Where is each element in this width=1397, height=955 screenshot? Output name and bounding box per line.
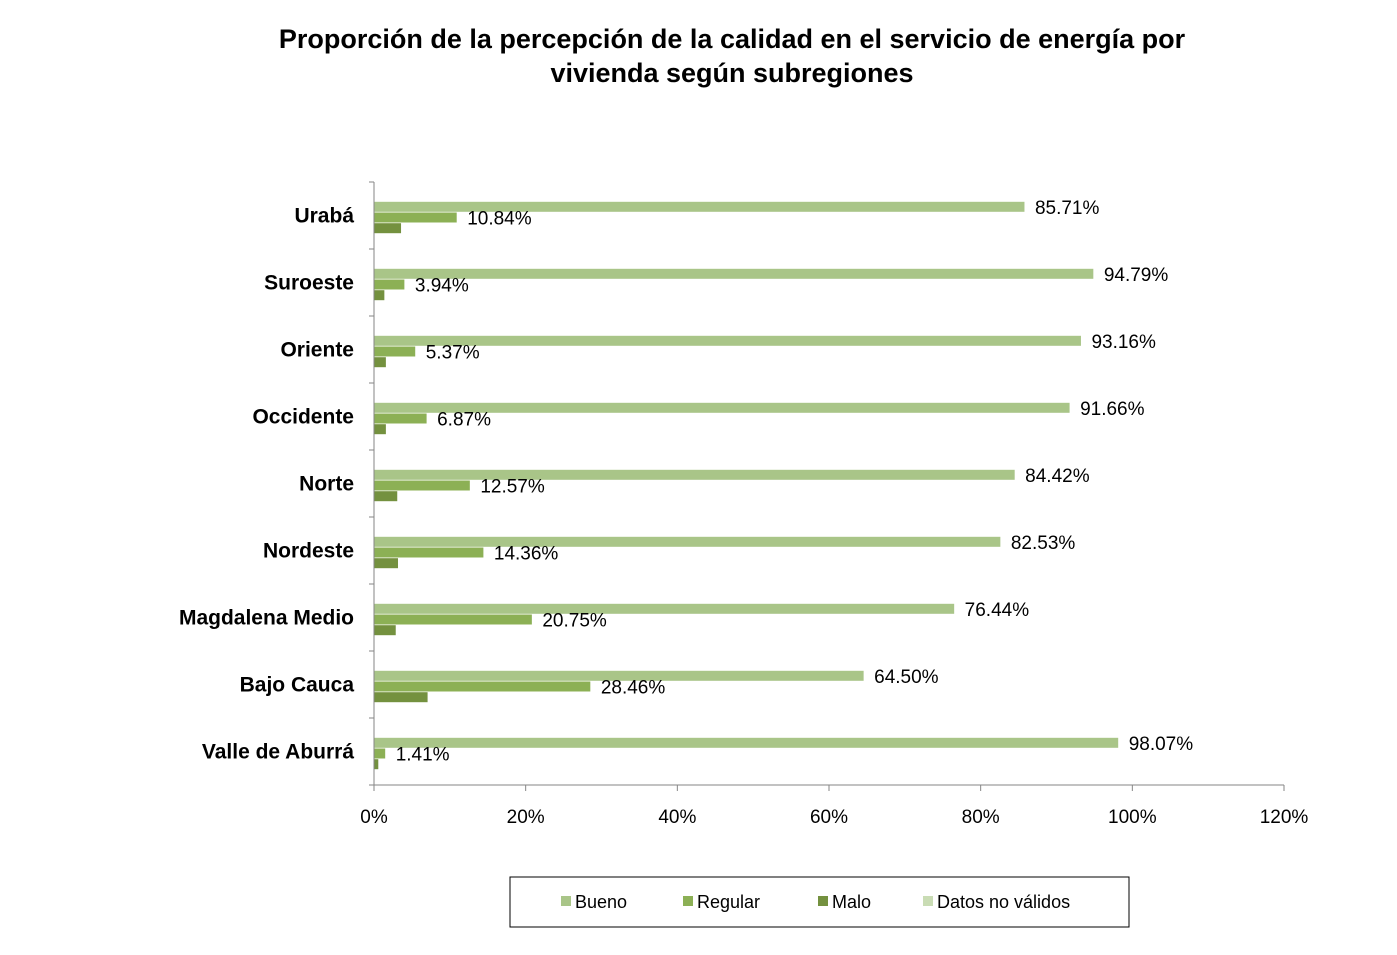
- category-label-uraba: Urabá: [294, 205, 354, 228]
- data-label-regular-nordeste: 14.36%: [494, 544, 559, 565]
- legend: Bueno Regular Malo Datos no válidos: [509, 876, 1130, 928]
- data-label-bueno-uraba: 85.71%: [1035, 198, 1100, 219]
- bar-malo-occidente: [374, 424, 386, 435]
- bar-regular-suroeste: [374, 279, 405, 290]
- bar-malo-norte: [374, 491, 398, 502]
- legend-swatch-bueno: [561, 896, 571, 906]
- x-tick-label: 60%: [810, 807, 848, 828]
- legend-swatch-datos-no-validos: [923, 896, 933, 906]
- bar-malo-magdalena-medio: [374, 625, 396, 636]
- bar-bueno-suroeste: [374, 268, 1094, 279]
- bar-regular-bajo-cauca: [374, 681, 591, 692]
- data-label-regular-uraba: 10.84%: [467, 209, 532, 230]
- bar-malo-bajo-cauca: [374, 692, 428, 703]
- category-label-oriente: Oriente: [280, 339, 354, 362]
- data-label-bueno-bajo-cauca: 64.50%: [874, 667, 939, 688]
- data-label-bueno-nordeste: 82.53%: [1011, 533, 1076, 554]
- x-tick-label: 0%: [360, 807, 388, 828]
- data-label-bueno-norte: 84.42%: [1025, 466, 1090, 487]
- bar-regular-norte: [374, 480, 470, 491]
- category-label-suroeste: Suroeste: [264, 272, 354, 295]
- bar-regular-valle-de-aburra: [374, 748, 386, 759]
- bar-bueno-uraba: [374, 201, 1025, 212]
- legend-label-datos-no-validos: Datos no válidos: [937, 892, 1070, 912]
- legend-swatch-regular: [683, 896, 693, 906]
- legend-label-malo: Malo: [832, 892, 871, 912]
- data-label-bueno-magdalena-medio: 76.44%: [965, 600, 1030, 621]
- data-label-regular-oriente: 5.37%: [426, 343, 480, 364]
- x-tick-label: 120%: [1260, 807, 1309, 828]
- category-label-norte: Norte: [299, 473, 354, 496]
- bar-malo-valle-de-aburra: [374, 759, 379, 770]
- data-label-bueno-occidente: 91.66%: [1080, 399, 1145, 420]
- bar-bueno-norte: [374, 469, 1015, 480]
- data-label-regular-occidente: 6.87%: [437, 410, 491, 431]
- bar-malo-nordeste: [374, 558, 399, 569]
- category-label-occidente: Occidente: [252, 406, 354, 429]
- bar-bueno-valle-de-aburra: [374, 737, 1119, 748]
- plot-area: 0% 20% 40% 60% 80% 100% 120% Urabá 85.71% 10.84% S…: [179, 181, 1309, 828]
- x-tick-label: 100%: [1108, 807, 1157, 828]
- bar-malo-uraba: [374, 223, 402, 234]
- category-label-bajo-cauca: Bajo Cauca: [240, 674, 355, 697]
- category-label-valle-de-aburra: Valle de Aburrá: [202, 741, 354, 764]
- bar-malo-suroeste: [374, 290, 385, 301]
- x-tick-label: 40%: [658, 807, 696, 828]
- bar-bueno-oriente: [374, 335, 1081, 346]
- bar-bueno-nordeste: [374, 536, 1001, 547]
- bar-bueno-occidente: [374, 402, 1070, 413]
- bar-bueno-bajo-cauca: [374, 670, 864, 681]
- chart-title-line-1: Proporción de la percepción de la calida…: [279, 24, 1186, 54]
- data-label-regular-suroeste: 3.94%: [415, 276, 469, 297]
- bar-bueno-magdalena-medio: [374, 603, 955, 614]
- bar-regular-uraba: [374, 212, 457, 223]
- bar-regular-nordeste: [374, 547, 484, 558]
- x-tick-label: 80%: [962, 807, 1000, 828]
- category-label-nordeste: Nordeste: [263, 540, 354, 563]
- x-tick-label: 20%: [507, 807, 545, 828]
- data-label-bueno-valle-de-aburra: 98.07%: [1129, 734, 1194, 755]
- data-label-regular-magdalena-medio: 20.75%: [542, 611, 607, 632]
- bar-malo-oriente: [374, 357, 386, 368]
- legend-label-bueno: Bueno: [575, 892, 627, 912]
- data-label-regular-norte: 12.57%: [480, 477, 545, 498]
- chart-title: Proporción de la percepción de la calida…: [279, 24, 1186, 88]
- legend-swatch-malo: [818, 896, 828, 906]
- data-label-bueno-oriente: 93.16%: [1091, 332, 1156, 353]
- data-label-regular-bajo-cauca: 28.46%: [601, 678, 666, 699]
- bar-regular-oriente: [374, 346, 416, 357]
- category-label-magdalena-medio: Magdalena Medio: [179, 607, 354, 630]
- data-label-regular-valle-de-aburra: 1.41%: [396, 745, 450, 766]
- chart-title-line-2: vivienda según subregiones: [550, 58, 913, 88]
- data-label-bueno-suroeste: 94.79%: [1104, 265, 1169, 286]
- bar-regular-occidente: [374, 413, 427, 424]
- legend-label-regular: Regular: [697, 892, 760, 912]
- bar-regular-magdalena-medio: [374, 614, 532, 625]
